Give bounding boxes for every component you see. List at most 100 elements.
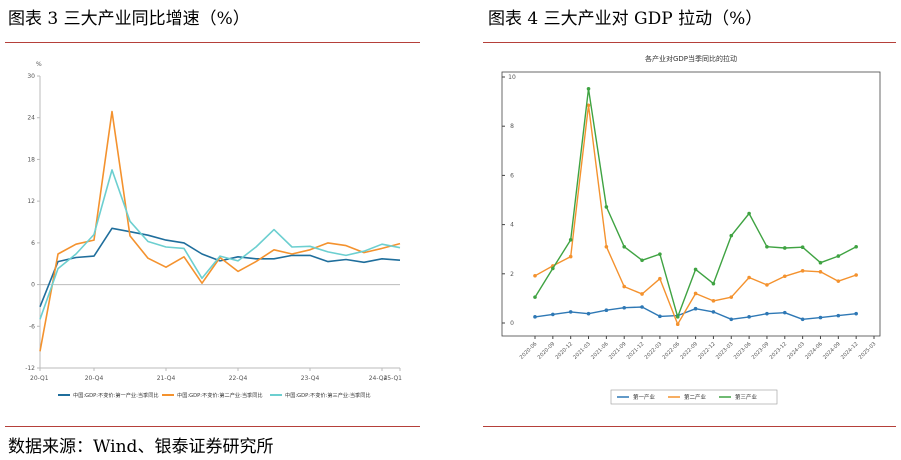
series-2-point [604, 244, 609, 249]
chart-title: 各产业对GDP当季同比的拉动 [645, 54, 737, 63]
series-3-point [836, 254, 841, 258]
series-1-point [622, 305, 627, 310]
series-2-point [675, 322, 680, 327]
x-tick-label: 2022-03 [644, 341, 664, 361]
right-title-divider [483, 42, 896, 43]
series-1-point [765, 311, 769, 316]
series-1-point [836, 313, 841, 318]
series-1-point [854, 311, 858, 316]
series-2-point [640, 292, 644, 296]
plot-frame [501, 71, 881, 337]
y-tick-label: -12 [25, 365, 35, 372]
y-tick-label: 30 [27, 73, 35, 80]
series-line-3 [39, 169, 401, 320]
legend-box [610, 389, 778, 405]
series-3-point [765, 244, 769, 249]
x-tick-label: 2021-09 [608, 341, 628, 361]
series-3-point [782, 246, 787, 250]
x-tick-label: 2025-03 [858, 341, 878, 361]
series-3-point [729, 233, 734, 238]
x-tick-label: 2023-12 [769, 341, 789, 361]
x-tick-label: 21-Q4 [157, 375, 176, 382]
series-3-point [818, 260, 823, 265]
y-tick-label: 24 [27, 115, 35, 122]
legend-label-1: 第一产业 [633, 393, 656, 401]
series-2-point [622, 284, 627, 289]
series-3-point [800, 245, 805, 250]
series-3-point [711, 281, 716, 286]
series-1-point [729, 317, 734, 322]
x-tick-label: 2022-12 [697, 341, 717, 361]
series-2-point [782, 274, 787, 279]
y-tick-label: 6 [31, 240, 35, 247]
y-tick-label: 4 [510, 222, 514, 229]
series-1-point [586, 311, 591, 316]
series-2-point [854, 273, 858, 277]
x-tick-label: 2021-12 [626, 341, 646, 361]
series-1-point [747, 315, 751, 319]
series-2-point [818, 270, 823, 274]
x-tick-label: 20-Q1 [30, 375, 49, 382]
legend-label-3: 第三产业 [735, 393, 758, 401]
series-3-point [533, 295, 537, 299]
y-tick-label: -6 [29, 323, 35, 330]
series-1-point [711, 310, 716, 314]
x-tick-label: 2023-06 [733, 341, 753, 361]
right-figure-title: 图表 4 三大产业对 GDP 拉动（%） [488, 9, 763, 29]
series-line-1 [39, 227, 401, 308]
y-tick-label: 6 [510, 172, 514, 179]
series-1-point [568, 310, 573, 314]
series-3-point [604, 205, 609, 209]
series-2-point [729, 295, 734, 299]
series-3-point [568, 238, 573, 242]
x-tick-label: 22-Q4 [229, 375, 248, 382]
series-2-point [800, 269, 805, 273]
right-source-divider [483, 426, 896, 427]
x-tick-label: 2020-12 [555, 341, 575, 361]
series-3-point [658, 252, 662, 256]
left-figure-title: 图表 3 三大产业同比增速（%） [8, 9, 250, 29]
x-tick-label: 2023-03 [715, 341, 735, 361]
series-1-point [782, 310, 787, 315]
series-2-point [747, 275, 751, 280]
series-3-point [640, 258, 644, 263]
legend-label-2: 中国:GDP:不变价:第二产业:当季同比 [177, 391, 263, 399]
y-tick-label: 18 [27, 156, 35, 163]
series-1-point [658, 314, 662, 319]
x-tick-label: 23-Q4 [301, 375, 320, 382]
series-1-point [533, 315, 537, 319]
series-2-point [836, 279, 841, 283]
x-tick-label: 2024-12 [840, 341, 860, 361]
x-tick-label: 2021-03 [572, 341, 592, 361]
series-2-point [568, 254, 573, 259]
series-1-point [800, 317, 805, 322]
y-tick-label: 0 [31, 282, 35, 289]
series-1-point [604, 308, 609, 313]
legend-label-2: 第二产业 [684, 393, 707, 401]
series-1-point [818, 315, 823, 320]
series-line-2 [39, 110, 401, 352]
x-tick-label: 2024-09 [822, 341, 842, 361]
series-2-point [533, 273, 537, 278]
series-3-point [675, 315, 680, 319]
y-tick-label: 2 [510, 271, 514, 278]
series-3-point [854, 244, 858, 249]
x-tick-label: 2021-06 [590, 341, 610, 361]
data-source-note: 数据来源：Wind、银泰证券研究所 [8, 437, 274, 457]
series-2-point [586, 103, 591, 108]
series-2-point [658, 276, 662, 281]
y-tick-label: 10 [508, 74, 516, 81]
y-tick-label: 0 [510, 320, 514, 327]
series-1-point [640, 305, 644, 309]
series-3-point [693, 267, 698, 272]
y-axis-unit: % [36, 61, 42, 68]
y-tick-label: 8 [510, 123, 514, 130]
x-tick-label: 2020-09 [537, 341, 557, 361]
left-title-divider [5, 42, 420, 43]
x-tick-label: 25-Q1 [383, 375, 402, 382]
series-line-3 [534, 88, 857, 318]
x-tick-label: 2024-06 [804, 341, 824, 361]
x-tick-label: 24-Q4 [369, 375, 388, 382]
